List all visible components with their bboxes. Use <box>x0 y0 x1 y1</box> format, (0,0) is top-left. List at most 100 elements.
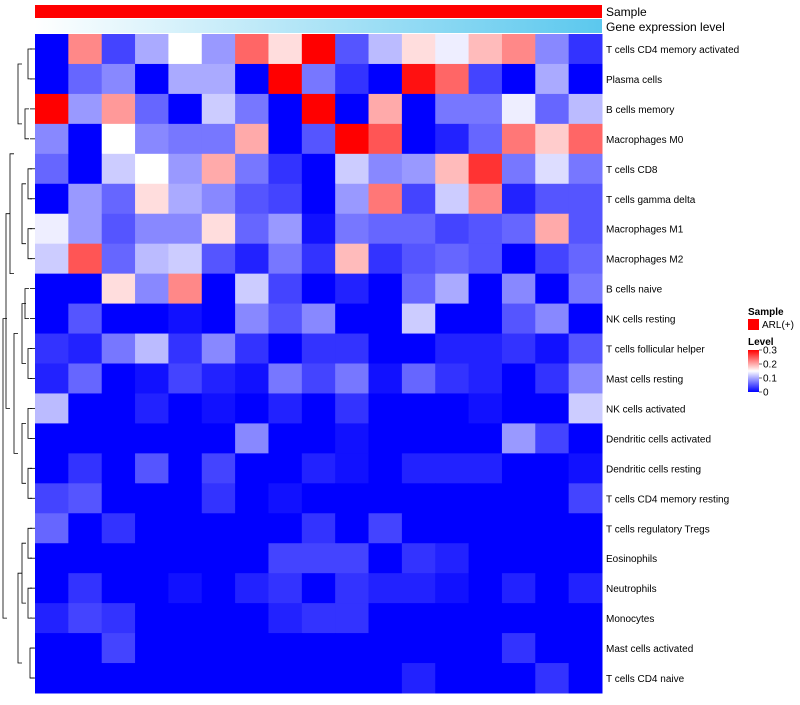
heatmap-cell <box>301 603 336 634</box>
heatmap-cell <box>135 153 169 185</box>
heatmap-cell <box>501 483 536 514</box>
heatmap-cell <box>201 573 236 604</box>
row-label: Plasma cells <box>606 75 662 86</box>
heatmap-cell <box>401 603 436 634</box>
heatmap-cell <box>568 183 603 215</box>
heatmap-cell <box>368 363 403 394</box>
heatmap-cell <box>68 183 103 215</box>
heatmap-cell <box>468 303 503 335</box>
heatmap-cell <box>501 93 536 125</box>
legend-tick-label: 0.2 <box>763 360 777 371</box>
row-dendrogram <box>2 48 35 679</box>
heatmap-cell <box>368 303 403 335</box>
heatmap-cell <box>268 453 303 484</box>
heatmap-cell <box>268 183 303 215</box>
heatmap-cell <box>235 34 269 65</box>
heatmap-cell <box>501 303 536 335</box>
heatmap-cell <box>68 513 103 544</box>
heatmap-cell <box>401 483 436 514</box>
heatmap-cell <box>235 63 269 95</box>
heatmap-cell <box>335 183 370 215</box>
heatmap-cell <box>335 543 370 574</box>
heatmap-cell <box>101 573 136 604</box>
heatmap-cell <box>301 393 336 424</box>
heatmap-cell <box>35 393 69 424</box>
heatmap-cell <box>201 633 236 664</box>
heatmap-cell <box>335 573 370 604</box>
heatmap-cell <box>135 303 169 335</box>
heatmap-cell <box>468 513 503 544</box>
heatmap-cell <box>101 513 136 544</box>
heatmap-cell <box>535 333 570 364</box>
row-label: NK cells resting <box>606 315 675 326</box>
row-label: T cells CD4 naive <box>606 674 685 685</box>
row-label: Mast cells activated <box>606 644 693 655</box>
heatmap-cell <box>535 543 570 574</box>
legend-sample-entry: ARL(+) <box>762 320 794 331</box>
heatmap-cell <box>68 483 103 514</box>
heatmap-cell <box>201 213 236 245</box>
heatmap-cell <box>535 603 570 634</box>
heatmap-cell <box>268 663 303 694</box>
heatmap-cell <box>168 273 203 305</box>
heatmap-cell <box>435 34 470 65</box>
heatmap-cell <box>168 153 203 185</box>
heatmap-cell <box>68 34 103 65</box>
heatmap-cell <box>301 513 336 544</box>
heatmap-cell <box>168 123 203 155</box>
heatmap-cell <box>568 453 603 484</box>
heatmap-cell <box>135 183 169 215</box>
heatmap-cell <box>235 663 269 694</box>
row-label: Macrophages M2 <box>606 255 684 266</box>
heatmap-cell <box>435 303 470 335</box>
heatmap-cell <box>168 213 203 245</box>
heatmap-cell <box>268 603 303 634</box>
heatmap-cell <box>101 183 136 215</box>
heatmap-cell <box>468 273 503 305</box>
dendrogram-branch <box>27 527 32 559</box>
heatmap-cell <box>201 363 236 394</box>
heatmap-cell <box>368 603 403 634</box>
row-label: T cells gamma delta <box>606 195 696 206</box>
heatmap-cell <box>68 63 103 95</box>
heatmap-cell <box>135 363 169 394</box>
heatmap-cell <box>35 34 69 65</box>
heatmap-cells <box>35 34 603 694</box>
dendrogram-branch <box>27 587 32 619</box>
heatmap-cell <box>368 513 403 544</box>
heatmap-cell <box>35 483 69 514</box>
heatmap-cell <box>335 243 370 275</box>
heatmap-cell <box>435 423 470 454</box>
heatmap-cell <box>435 333 470 364</box>
heatmap-cell <box>235 213 269 245</box>
heatmap-cell <box>368 453 403 484</box>
heatmap-cell <box>535 213 570 245</box>
heatmap-cell <box>568 63 603 95</box>
heatmap-cell <box>101 633 136 664</box>
heatmap-cell <box>268 63 303 95</box>
heatmap-cell <box>568 393 603 424</box>
heatmap-cell <box>535 423 570 454</box>
dendrogram-branch <box>24 108 29 140</box>
heatmap-cell <box>168 573 203 604</box>
dendrogram-branch <box>21 542 26 604</box>
heatmap-cell <box>435 453 470 484</box>
heatmap-cell <box>68 153 103 185</box>
heatmap-cell <box>35 333 69 364</box>
heatmap-cell <box>435 663 470 694</box>
heatmap-cell <box>168 663 203 694</box>
heatmap-cell <box>168 423 203 454</box>
heatmap-cell <box>35 513 69 544</box>
heatmap-cell <box>368 243 403 275</box>
legend-tick-label: 0.1 <box>763 374 777 385</box>
heatmap-cell <box>335 363 370 394</box>
heatmap-cell <box>468 603 503 634</box>
heatmap-cell <box>501 543 536 574</box>
row-label: T cells CD4 memory activated <box>606 45 739 56</box>
heatmap-cell <box>568 543 603 574</box>
heatmap-cell <box>368 273 403 305</box>
heatmap-cell <box>135 543 169 574</box>
heatmap-cell <box>535 363 570 394</box>
heatmap-cell <box>35 213 69 245</box>
heatmap-cell <box>435 243 470 275</box>
